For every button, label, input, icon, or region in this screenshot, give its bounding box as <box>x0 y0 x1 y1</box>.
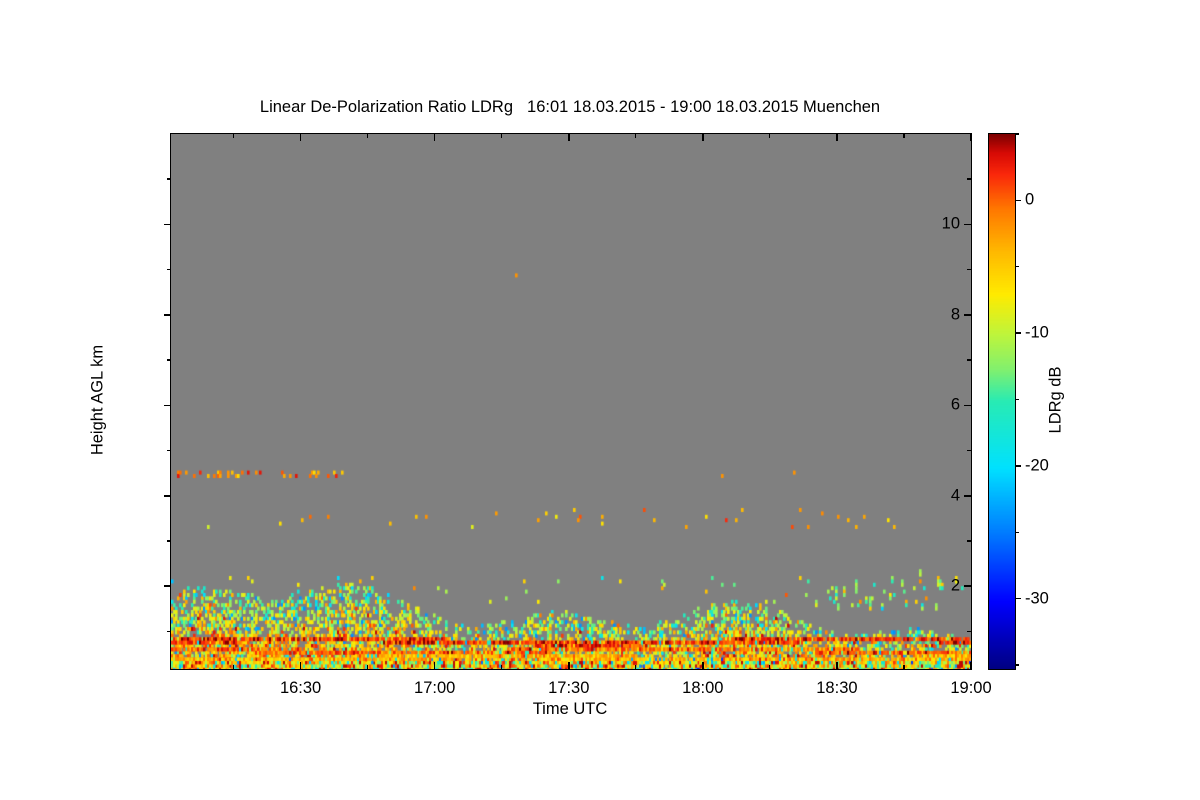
x-tick-minor <box>903 665 905 669</box>
x-tick-minor-top <box>769 134 771 138</box>
y-tick-minor <box>167 178 171 180</box>
y-tick-major <box>164 314 171 316</box>
x-tick-major-top <box>970 134 972 141</box>
x-tick-major <box>433 662 436 669</box>
x-tick-major-top <box>567 134 570 141</box>
x-tick-major <box>836 662 838 669</box>
colorbar-tick-major <box>1015 332 1021 334</box>
y-tick-major <box>164 223 171 226</box>
x-tick-label: 18:00 <box>682 679 724 697</box>
x-tick-minor <box>366 665 369 669</box>
y-tick-minor-right <box>967 359 971 361</box>
colorbar-tick-minor <box>1015 133 1019 135</box>
x-tick-major <box>970 662 972 669</box>
y-axis-title: Height AGL km <box>88 344 107 456</box>
x-tick-minor-top <box>500 134 503 138</box>
heatmap-canvas <box>171 134 971 669</box>
x-tick-minor <box>500 665 503 669</box>
y-tick-label: 2 <box>950 576 960 595</box>
y-tick-minor-right <box>967 540 971 542</box>
x-tick-major <box>567 662 570 669</box>
colorbar-gradient <box>989 134 1015 669</box>
x-tick-minor <box>232 665 235 669</box>
colorbar-tick-minor <box>1015 664 1019 666</box>
colorbar-tick-major <box>1015 597 1021 600</box>
y-tick-minor-right <box>967 449 971 452</box>
page-title: Linear De-Polarization Ratio LDRg 16:01 … <box>170 95 970 119</box>
x-tick-major-top <box>433 134 436 141</box>
x-tick-major <box>299 662 302 669</box>
y-tick-major-right <box>964 223 971 226</box>
y-tick-major <box>164 585 171 588</box>
x-tick-major-top <box>702 134 704 141</box>
title-site: Muenchen <box>803 97 881 116</box>
title-quantity: Linear De-Polarization Ratio LDRg <box>259 97 514 116</box>
y-tick-label: 4 <box>950 486 960 505</box>
colorbar: 0 -10 -20 -30 <box>988 133 1049 670</box>
x-tick-label: 17:30 <box>548 679 590 697</box>
y-tick-minor-right <box>967 178 971 180</box>
colorbar-title: LDRg dB <box>1046 366 1065 434</box>
colorbar-tick-minor <box>1015 531 1019 533</box>
y-tick-minor <box>167 359 171 361</box>
x-tick-minor-top <box>366 134 369 138</box>
x-tick-label: 19:00 <box>950 679 992 697</box>
x-axis-title: Time UTC <box>532 700 608 718</box>
colorbar-tick-minor <box>1015 266 1019 268</box>
y-tick-minor <box>167 449 171 452</box>
x-tick-minor <box>769 665 771 669</box>
y-tick-major <box>164 494 171 497</box>
x-tick-minor-top <box>232 134 235 138</box>
y-tick-major-right <box>964 314 971 316</box>
x-tick-minor <box>635 665 637 669</box>
y-tick-minor <box>167 630 171 633</box>
colorbar-tick-major <box>1015 199 1021 202</box>
x-tick-label: 16:30 <box>279 679 322 697</box>
y-tick-label: 10 <box>941 214 960 233</box>
colorbar-tick-label: -30 <box>1025 589 1049 608</box>
x-tick-major-top <box>836 134 838 141</box>
x-tick-minor-top <box>635 134 637 138</box>
y-tick-major <box>164 404 171 407</box>
x-tick-major <box>702 662 704 669</box>
colorbar-tick-major <box>1015 465 1021 467</box>
y-tick-major-right <box>964 494 971 497</box>
y-tick-minor-right <box>967 268 971 271</box>
heatmap-plot-area: 2 4 6 8 10 16:30 17:00 17:30 18:00 18:30 19:00 <box>164 133 992 697</box>
y-tick-major-right <box>964 585 971 588</box>
y-tick-label: 8 <box>950 305 960 324</box>
x-tick-label: 17:00 <box>414 679 456 697</box>
colorbar-tick-label: -20 <box>1025 456 1049 475</box>
y-tick-minor-right <box>967 630 971 633</box>
y-tick-minor <box>167 268 171 271</box>
x-tick-major-top <box>299 134 302 141</box>
x-tick-minor-top <box>903 134 905 138</box>
y-tick-minor <box>167 540 171 542</box>
colorbar-tick-label: 0 <box>1025 190 1035 209</box>
x-tick-label: 18:30 <box>816 679 858 697</box>
colorbar-tick-minor <box>1015 398 1019 401</box>
y-tick-major-right <box>964 404 971 407</box>
colorbar-tick-label: -10 <box>1025 323 1049 342</box>
title-timerange: 16:01 18.03.2015 - 19:00 18.03.2015 <box>527 97 799 116</box>
y-tick-label: 6 <box>950 395 960 414</box>
